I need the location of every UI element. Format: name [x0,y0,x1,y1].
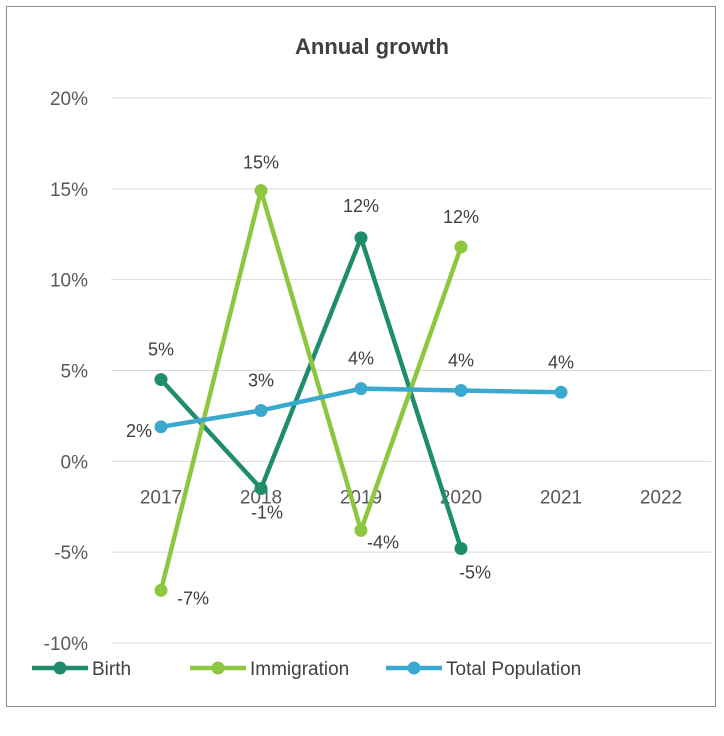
data-label: 2% [126,421,152,441]
y-tick-label: -10% [44,634,88,655]
data-point [254,184,268,198]
chart-frame [6,6,716,707]
data-label: 3% [248,370,274,390]
data-label: -7% [177,588,209,608]
y-tick-label: 20% [50,89,88,110]
series-line-birth [158,235,464,551]
data-point [254,482,268,496]
x-tick-label: 2021 [540,487,582,508]
data-label: -5% [459,563,491,583]
y-tick-label: 10% [50,271,88,292]
data-label: 4% [548,352,574,372]
data-point [454,383,468,397]
data-labels: 5% -1% 12% -5% -7% 15% -4% 12% 2% 3% 4% 4% 4% [126,153,574,609]
legend-label: Immigration [250,659,349,680]
series-lines [154,184,568,597]
x-tick-label: 2017 [140,487,182,508]
data-point [454,240,468,254]
legend-swatch-marker [53,661,67,675]
data-point [154,373,168,387]
legend-swatch-marker [211,661,225,675]
data-label: 12% [343,196,379,216]
y-tick-label: 15% [50,180,88,201]
y-tick-label: 0% [61,452,89,473]
data-label: 5% [148,340,174,360]
data-point [254,403,268,417]
data-label: -1% [251,503,283,523]
x-axis-ticks: 2017 2018 2019 2020 2021 2022 [140,487,682,508]
y-tick-label: 5% [61,362,89,383]
data-point [554,385,568,399]
data-label: 15% [243,153,279,173]
x-tick-label: 2022 [640,487,682,508]
data-point [354,382,368,396]
data-label: 4% [448,350,474,370]
legend-label: Total Population [446,659,581,680]
chart-title: Annual growth [295,34,449,59]
data-point [154,420,168,434]
y-axis-ticks: 20% 15% 10% 5% 0% -5% -10% [44,89,88,655]
legend-label: Birth [92,659,131,680]
data-point [354,231,368,245]
data-label: -4% [367,532,399,552]
legend: Birth Immigration Total Population [32,659,581,680]
x-tick-label: 2020 [440,487,482,508]
data-label: 4% [348,349,374,369]
legend-swatch-marker [407,661,421,675]
data-point [154,583,168,597]
gridlines [111,97,711,644]
data-point [354,523,368,537]
data-point [454,542,468,556]
x-tick-label: 2018 [240,487,282,508]
data-label: 12% [443,207,479,227]
y-tick-label: -5% [54,543,88,564]
